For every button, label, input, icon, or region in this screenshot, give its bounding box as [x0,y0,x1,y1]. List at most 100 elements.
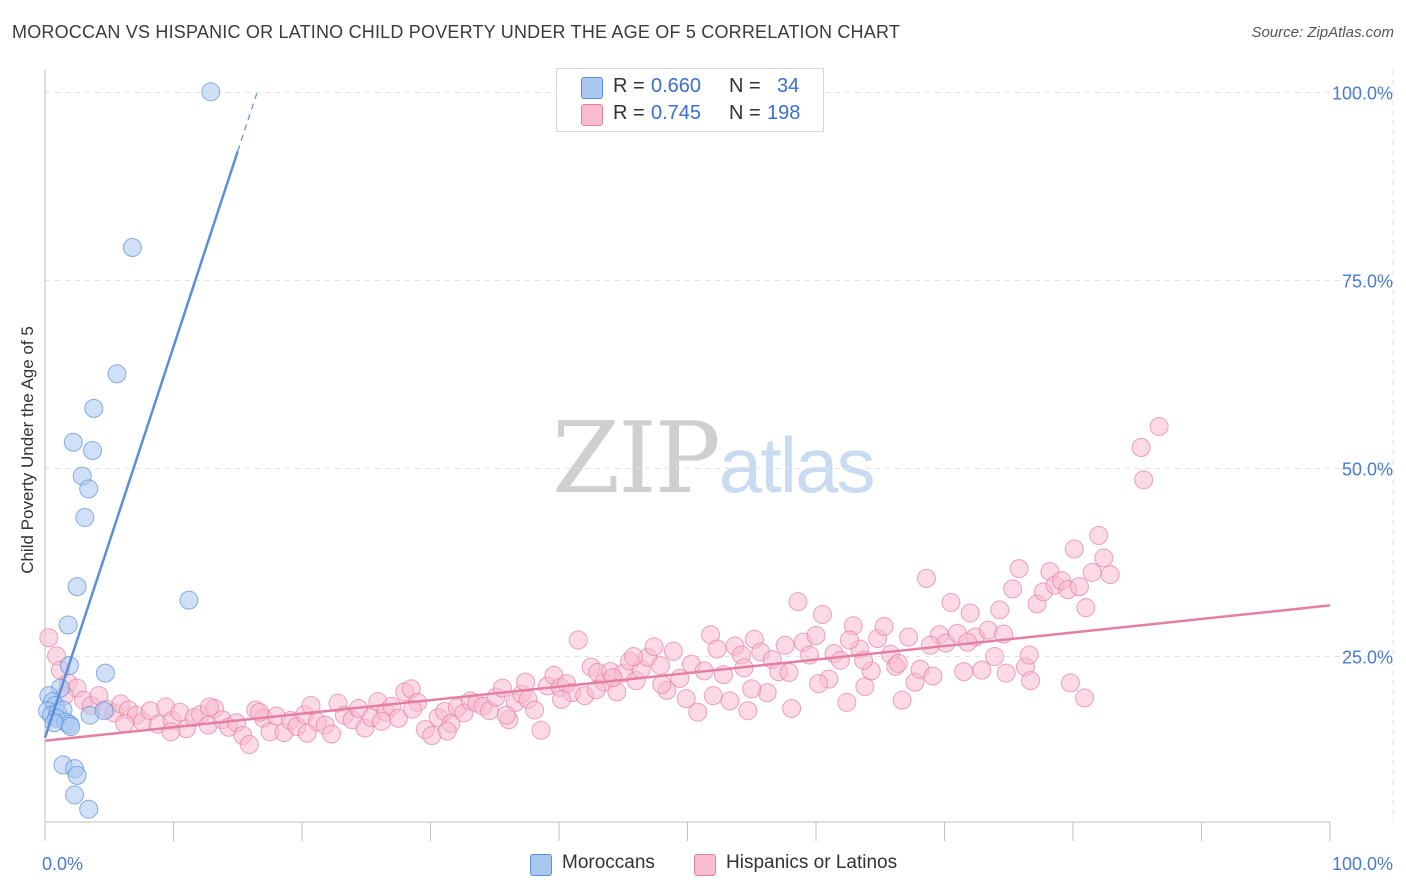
moroccans-point [95,663,115,683]
hispanics-point [1019,645,1039,665]
moroccans-point [122,237,142,257]
hispanics-point [239,735,259,755]
moroccans-point [79,479,99,499]
hispanics-point [1134,470,1154,490]
bottom-legend-label-hispanics: Hispanics or Latinos [726,852,898,873]
hispanics-point [161,722,181,742]
hispanics-point [403,699,423,719]
x-tick-label: 0.0% [42,854,83,874]
hispanics-point [837,692,857,712]
hispanics-point [1082,562,1102,582]
moroccans-point [83,441,103,461]
hispanics-point [603,668,623,688]
hispanics-point [644,637,664,657]
hispanics-point [568,630,588,650]
hispanics-point [996,663,1016,683]
legend-swatch-moroccans [581,77,603,99]
hispanics-point [954,662,974,682]
hispanics-point [1075,688,1095,708]
y-axis-label-container: Child Poverty Under the Age of 5 [16,100,40,800]
hispanics-point [806,626,826,646]
hispanics-point [301,695,321,715]
hispanics-point [1060,673,1080,693]
hispanics-point [531,720,551,740]
moroccans-point [94,701,114,721]
y-axis-label: Child Poverty Under the Age of 5 [18,326,37,574]
hispanics-point [1149,416,1169,436]
y-tick-label: 100.0% [1332,84,1393,104]
hispanics-point [1131,438,1151,458]
hispanics-point [839,630,859,650]
hispanics-point [788,592,808,612]
bottom-legend-label-moroccans: Moroccans [562,852,655,873]
source-label: Source: ZipAtlas.com [1251,24,1394,41]
hispanics-point [972,660,992,680]
hispanics-point [586,680,606,700]
moroccans-point [63,432,83,452]
legend-r-value: 0.660 [651,75,702,97]
zipatlas-watermark: ZIPatlas [552,402,876,516]
hispanics-point [923,666,943,686]
moroccans-point [179,590,199,610]
hispanics-trendline [44,604,1331,743]
hispanics-point [1021,671,1041,691]
hispanics-point [809,674,829,694]
chart-title: MOROCCAN VS HISPANIC OR LATINO CHILD POV… [12,22,901,42]
moroccans-point [84,398,104,418]
legend-n-value: 198 [767,102,801,124]
hispanics-point [624,647,644,667]
bottom-legend-swatch-moroccans [530,854,552,876]
moroccans-trendline-extension [237,92,258,152]
hispanics-point [941,592,961,612]
moroccans-point [61,716,81,736]
hispanics-point [917,568,937,588]
hispanics-point [437,721,457,741]
legend-swatch-hispanics [581,104,603,126]
hispanics-point [39,628,59,648]
hispanics-point [652,674,672,694]
moroccans-point [67,765,87,785]
hispanics-point [1009,559,1029,579]
hispanics-point [1076,598,1096,618]
hispanics-point [742,679,762,699]
hispanics-point [830,650,850,670]
hispanics-point [676,689,696,709]
legend-r-label: R = [613,75,645,97]
y-tick-label: 50.0% [1342,460,1393,480]
hispanics-point [874,616,894,636]
hispanics-point [1100,565,1120,585]
moroccans-point [79,799,99,819]
x-tick-label: 100.0% [1332,854,1393,874]
hispanics-point [322,724,342,744]
hispanics-point [812,604,832,624]
moroccans-point [65,785,85,805]
hispanics-point [960,603,980,623]
bottom-legend-swatch-hispanics [694,854,716,876]
hispanics-point [496,705,516,725]
moroccans-point [201,82,221,102]
hispanics-point [888,653,908,673]
moroccans-trendline [43,150,239,739]
hispanics-point [115,713,135,733]
legend-n-label: N = [729,75,761,97]
legend-r-label: R = [613,102,645,124]
hispanics-point [1089,525,1109,545]
hispanics-point [985,647,1005,667]
hispanics-point [552,689,572,709]
hispanics-point [738,701,758,721]
moroccans-point [107,364,127,384]
watermark-zip: ZIP [552,402,721,516]
hispanics-point [990,600,1010,620]
hispanics-point [779,662,799,682]
hispanics-point [707,639,727,659]
hispanics-point [775,635,795,655]
legend-n-value: 34 [777,75,800,97]
hispanics-point [703,686,723,706]
y-tick-label: 25.0% [1342,648,1393,668]
moroccans-point [67,577,87,597]
hispanics-point [899,627,919,647]
hispanics-point [892,690,912,710]
hispanics-point [651,656,671,676]
hispanics-point [199,697,219,717]
